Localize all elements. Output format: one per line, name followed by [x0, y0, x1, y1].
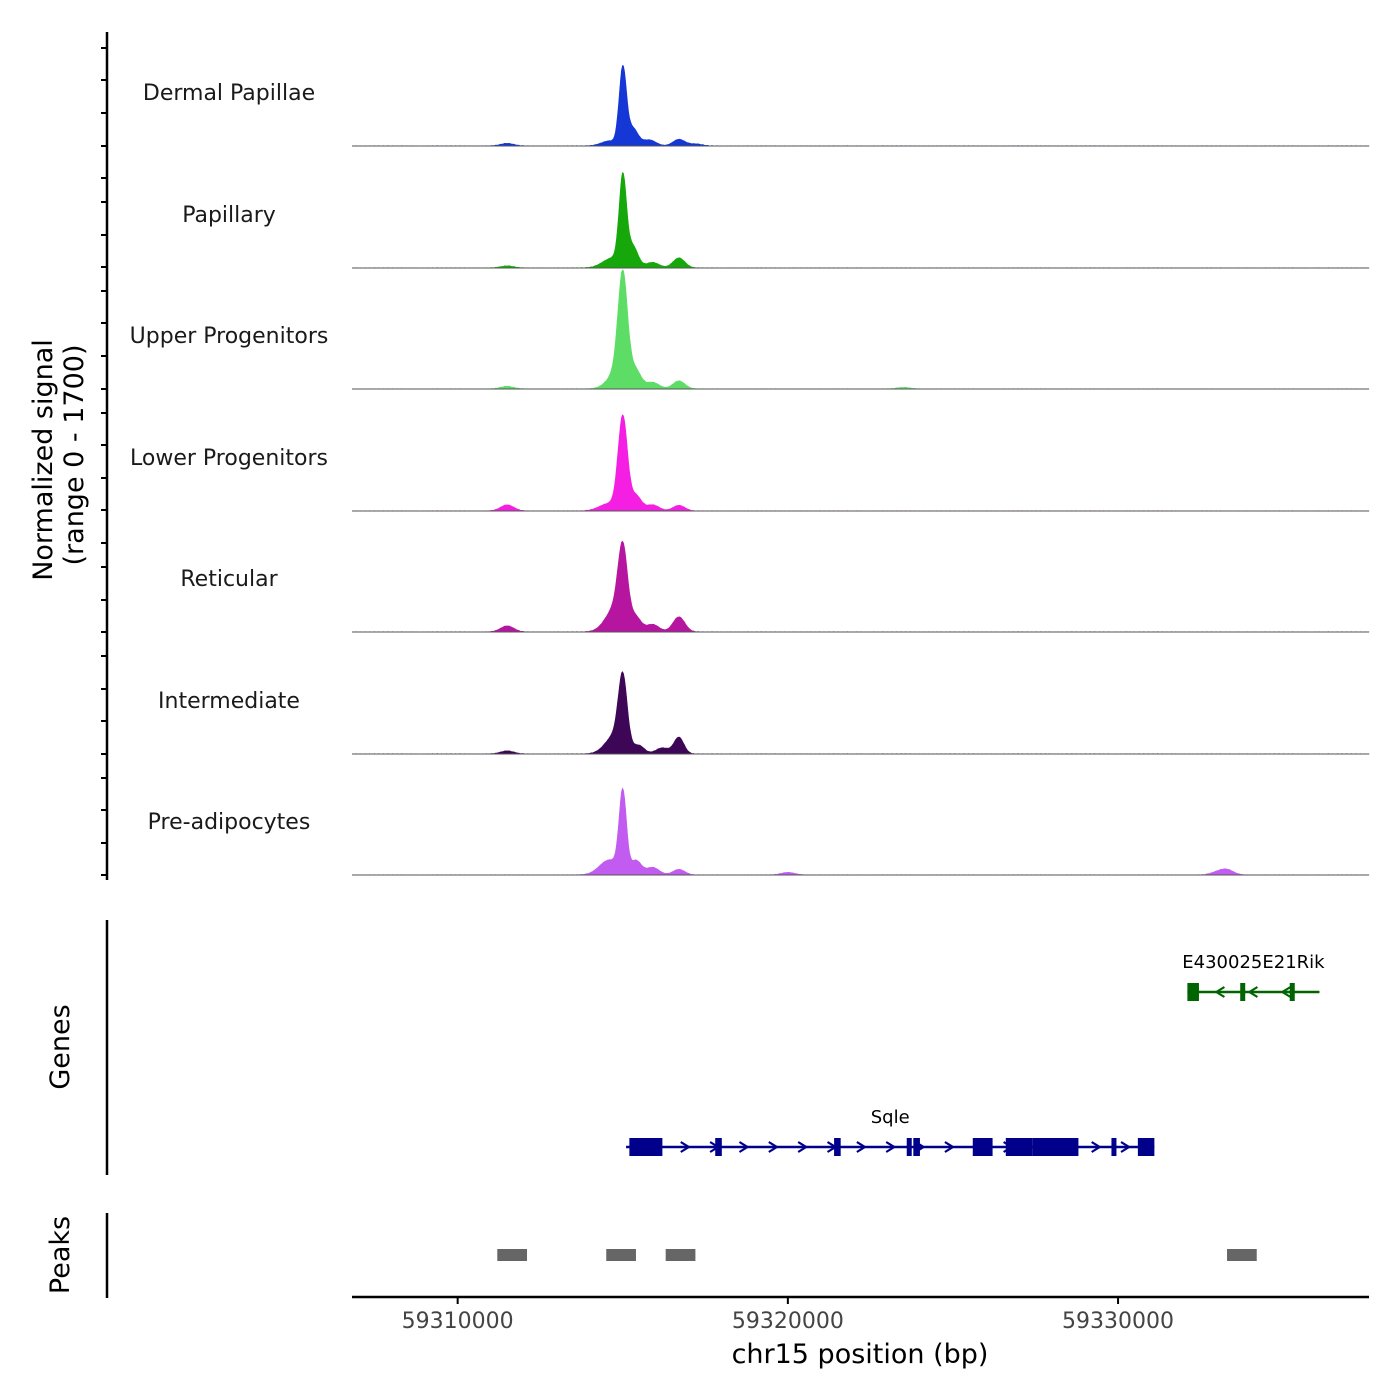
gene-strand-arrow-1-5	[768, 1141, 779, 1153]
peak-region-1	[606, 1249, 636, 1261]
peak-region-0	[497, 1249, 528, 1261]
gene-exon-0-0	[1187, 983, 1199, 1001]
peak-region-3	[1227, 1249, 1257, 1261]
x-tick-label-2: 59330000	[1062, 1309, 1174, 1334]
gene-strand-arrow-1-17	[1120, 1141, 1132, 1153]
track-5: Intermediate	[158, 671, 1370, 755]
x-axis: 59310000 59320000 59330000	[402, 1297, 1174, 1334]
genes-ylabel: Genes	[45, 1004, 76, 1089]
gene-strand-arrow-1-16	[1091, 1141, 1102, 1153]
gene-exon-1-0	[629, 1138, 663, 1156]
gene-strand-arrow-0-1	[1214, 986, 1225, 998]
track-label-6: Pre-adipocytes	[148, 810, 311, 835]
gene-exon-1-9	[1137, 1138, 1155, 1156]
x-axis-title: chr15 position (bp)	[732, 1339, 989, 1370]
gene-strand-arrow-1-9	[885, 1141, 897, 1153]
gene-exon-1-7	[1032, 1138, 1079, 1156]
coverage-ylabel-line1: Normalized signal	[28, 339, 59, 581]
peak-region-2	[665, 1249, 696, 1261]
track-label-2: Upper Progenitors	[130, 324, 329, 349]
track-signal-5	[351, 671, 1370, 755]
track-signal-0	[351, 64, 1370, 147]
gene-exon-0-2	[1289, 983, 1295, 1001]
gene-exon-1-5	[972, 1138, 993, 1156]
track-signal-6	[351, 787, 1370, 876]
gene-e430025e21rik: E430025E21Rik	[1182, 952, 1325, 1001]
gene-sqle: Sqle	[626, 1107, 1155, 1156]
gene-exon-1-4	[913, 1138, 920, 1156]
gene-strand-arrow-0-2	[1247, 986, 1259, 998]
gene-exon-1-1	[715, 1138, 722, 1156]
gene-strand-arrow-0-3	[1280, 986, 1292, 998]
gene-annotation-track: E430025E21Rik Sqle	[626, 952, 1325, 1156]
track-6: Pre-adipocytes	[148, 787, 1370, 876]
x-tick-label-1: 59320000	[732, 1309, 844, 1334]
track-4: Reticular	[180, 540, 1370, 633]
gene-strand-arrow-1-4	[738, 1141, 750, 1153]
gene-exon-1-2	[834, 1138, 841, 1156]
track-signal-3	[351, 414, 1370, 512]
track-signal-1	[351, 172, 1370, 269]
track-label-4: Reticular	[180, 567, 278, 592]
track-1: Papillary	[182, 172, 1370, 269]
coverage-y-axis-ticks	[101, 47, 107, 876]
track-label-5: Intermediate	[158, 689, 300, 714]
peaks-ylabel: Peaks	[45, 1216, 76, 1294]
track-label-1: Papillary	[182, 203, 276, 228]
track-signal-4	[351, 540, 1370, 633]
track-2: Upper Progenitors	[130, 269, 1370, 390]
gene-strand-arrow-1-6	[797, 1141, 809, 1153]
track-label-0: Dermal Papillae	[143, 81, 315, 106]
track-label-3: Lower Progenitors	[130, 446, 328, 471]
gene-exon-0-1	[1240, 983, 1246, 1001]
track-3: Lower Progenitors	[130, 414, 1370, 512]
gene-strand-arrow-1-2	[680, 1141, 691, 1153]
track-signal-2	[351, 269, 1370, 390]
gene-label-1: Sqle	[871, 1107, 910, 1128]
gene-exon-1-8	[1111, 1138, 1117, 1156]
gene-strand-arrow-1-8	[856, 1141, 867, 1153]
coverage-tracks: Dermal Papillae Papillary Upper Progenitor…	[130, 64, 1370, 876]
gene-exon-1-6	[1005, 1138, 1033, 1156]
gene-exon-1-3	[906, 1138, 912, 1156]
gene-strand-arrow-1-11	[944, 1141, 955, 1153]
peaks-track	[497, 1249, 1257, 1261]
gene-label-0: E430025E21Rik	[1182, 952, 1325, 973]
x-tick-label-0: 59310000	[402, 1309, 514, 1334]
track-0: Dermal Papillae	[143, 64, 1370, 147]
coverage-ylabel-line2: (range 0 - 1700)	[59, 345, 90, 566]
